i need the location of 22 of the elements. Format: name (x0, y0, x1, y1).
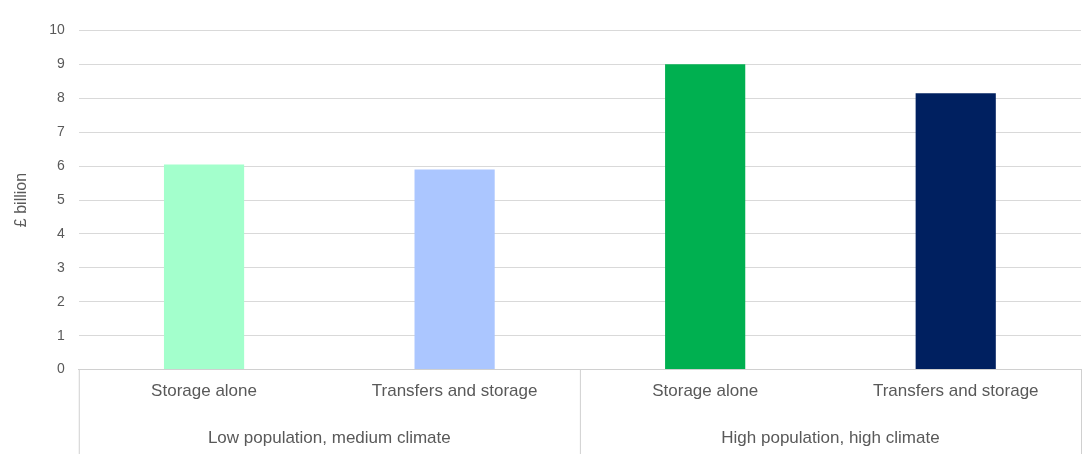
x-tick-label: Transfers and storage (872, 381, 1039, 401)
text: High population, high climate (721, 427, 940, 447)
y-tick-label: 1 (56, 326, 65, 343)
y-tick-label: 6 (56, 156, 65, 173)
bar (163, 164, 245, 370)
x-tick-label: Storage alone (652, 381, 759, 401)
y-tick-label: 10 (49, 21, 65, 38)
x-tick-label: Storage alone (151, 381, 257, 401)
bar (915, 93, 996, 370)
bar (665, 64, 746, 370)
y-tick-label: 8 (56, 89, 65, 106)
bar (414, 169, 495, 370)
y-tick-label: 4 (56, 224, 65, 241)
y-tick-label: 7 (56, 123, 65, 140)
x-tick-label: Transfers and storage (371, 381, 538, 401)
y-tick-label: 3 (56, 258, 65, 275)
y-tick-label: 5 (56, 190, 65, 207)
y-axis-title: £ billion (12, 172, 30, 228)
y-tick-label: 0 (56, 360, 65, 377)
y-tick-label: 2 (56, 292, 65, 309)
text: Low population, medium climate (207, 427, 451, 447)
y-tick-label: 9 (56, 55, 65, 72)
